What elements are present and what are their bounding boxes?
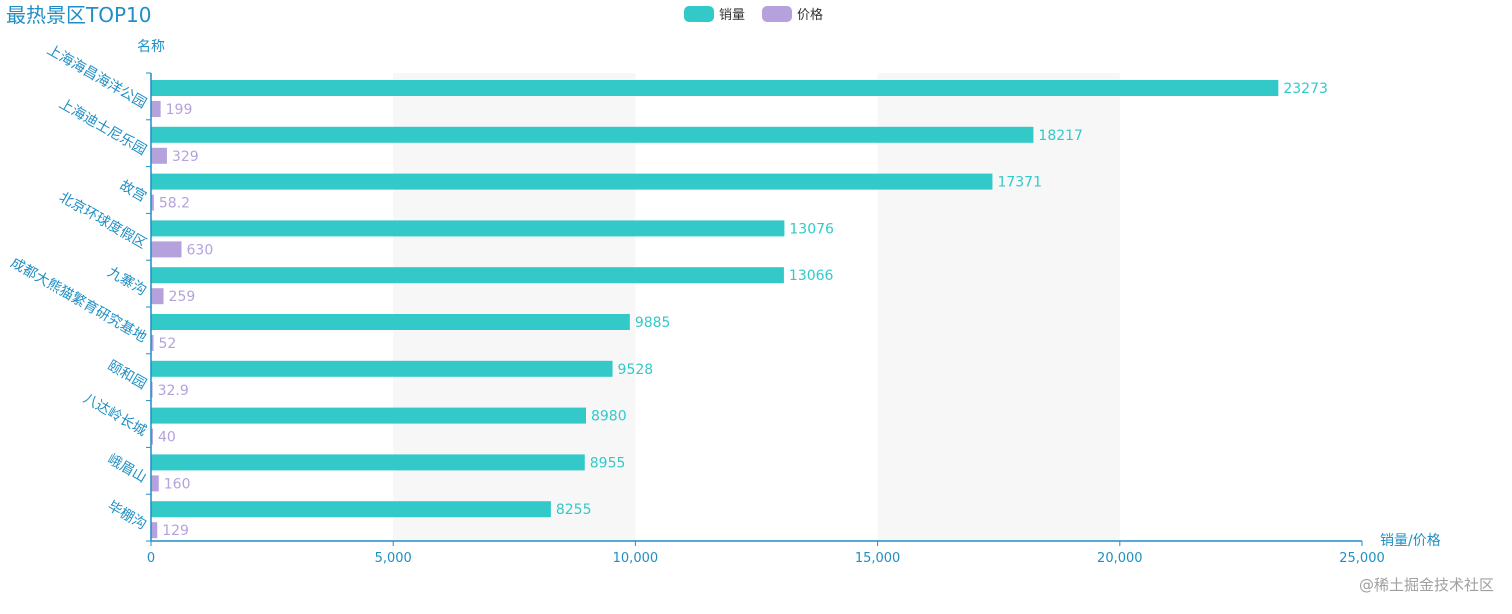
category-label: 峨眉山 — [105, 451, 149, 486]
category-label: 成都大熊猫繁育研究基地 — [8, 254, 150, 346]
bar-sales — [151, 501, 551, 518]
legend[interactable]: 销量 价格 — [684, 6, 823, 23]
data-label: 129 — [162, 523, 189, 539]
x-tick-label: 5,000 — [375, 551, 412, 566]
axes-group: 上海海昌海洋公园上海迪士尼乐园故宫北京环球度假区九寨沟成都大熊猫繁育研究基地颐和… — [8, 42, 1385, 566]
bar-sales — [151, 220, 785, 237]
bar-sales — [151, 267, 784, 284]
bar-price — [151, 194, 154, 211]
split-areas — [393, 73, 1120, 541]
split-area-band — [877, 73, 1120, 541]
bar-price — [151, 381, 153, 398]
bar-price — [151, 147, 167, 164]
legend-swatch — [684, 6, 714, 22]
bar-sales — [151, 173, 993, 190]
bar-price — [151, 522, 158, 539]
x-tick-label: 15,000 — [855, 551, 901, 566]
category-label: 九寨沟 — [105, 263, 150, 299]
data-label: 329 — [172, 149, 199, 165]
x-tick-label: 10,000 — [613, 551, 659, 566]
bar-sales — [151, 80, 1279, 96]
data-label: 32.9 — [158, 383, 189, 399]
data-label: 8980 — [591, 409, 627, 425]
data-label: 199 — [166, 102, 193, 118]
legend-label: 价格 — [797, 7, 823, 23]
bar-price — [151, 335, 154, 351]
category-label: 八达岭长城 — [80, 391, 149, 440]
data-label: 259 — [169, 289, 196, 305]
bar-price — [151, 288, 164, 305]
category-label: 上海海昌海洋公园 — [44, 42, 149, 112]
data-label: 630 — [187, 242, 214, 258]
x-axis-name: 销量/价格 — [1380, 533, 1441, 549]
data-label: 58.2 — [159, 196, 190, 212]
data-label: 13066 — [789, 268, 834, 284]
bar-sales — [151, 454, 585, 471]
bar-price — [151, 101, 161, 117]
legend-item-price[interactable]: 价格 — [762, 6, 823, 23]
legend-item-sales[interactable]: 销量 — [684, 6, 745, 23]
category-label: 故宫 — [117, 178, 149, 206]
watermark-text: @稀土掘金技术社区 — [1359, 576, 1494, 594]
y-axis-name: 名称 — [137, 39, 165, 55]
bar-sales — [151, 314, 630, 330]
category-label: 毕棚沟 — [105, 498, 149, 533]
data-label: 8255 — [556, 502, 592, 518]
x-tick-label: 0 — [147, 551, 155, 566]
data-label: 9528 — [618, 362, 654, 378]
x-tick-label: 20,000 — [1097, 551, 1143, 566]
data-label: 8955 — [590, 455, 626, 471]
bars-group: 23273 199 18217 329 17371 58.2 13076 630 13066 25… — [151, 80, 1328, 539]
bar-price — [151, 428, 153, 445]
x-tick-label: 25,000 — [1339, 551, 1385, 566]
category-label: 颐和园 — [105, 358, 149, 393]
data-label: 23273 — [1283, 81, 1328, 97]
data-label: 13076 — [789, 221, 834, 237]
bar-sales — [151, 360, 613, 377]
legend-label: 销量 — [719, 8, 745, 23]
bar-price — [151, 241, 182, 258]
bar-sales — [151, 126, 1034, 143]
data-label: 40 — [158, 430, 176, 446]
data-label: 160 — [164, 476, 191, 492]
data-label: 52 — [159, 336, 177, 352]
data-label: 17371 — [997, 175, 1042, 191]
data-label: 9885 — [635, 315, 671, 331]
legend-swatch — [762, 6, 792, 22]
bar-sales — [151, 407, 586, 424]
chart-title: 最热景区TOP10 — [6, 3, 151, 27]
data-label: 18217 — [1038, 128, 1083, 144]
bar-price — [151, 475, 159, 492]
